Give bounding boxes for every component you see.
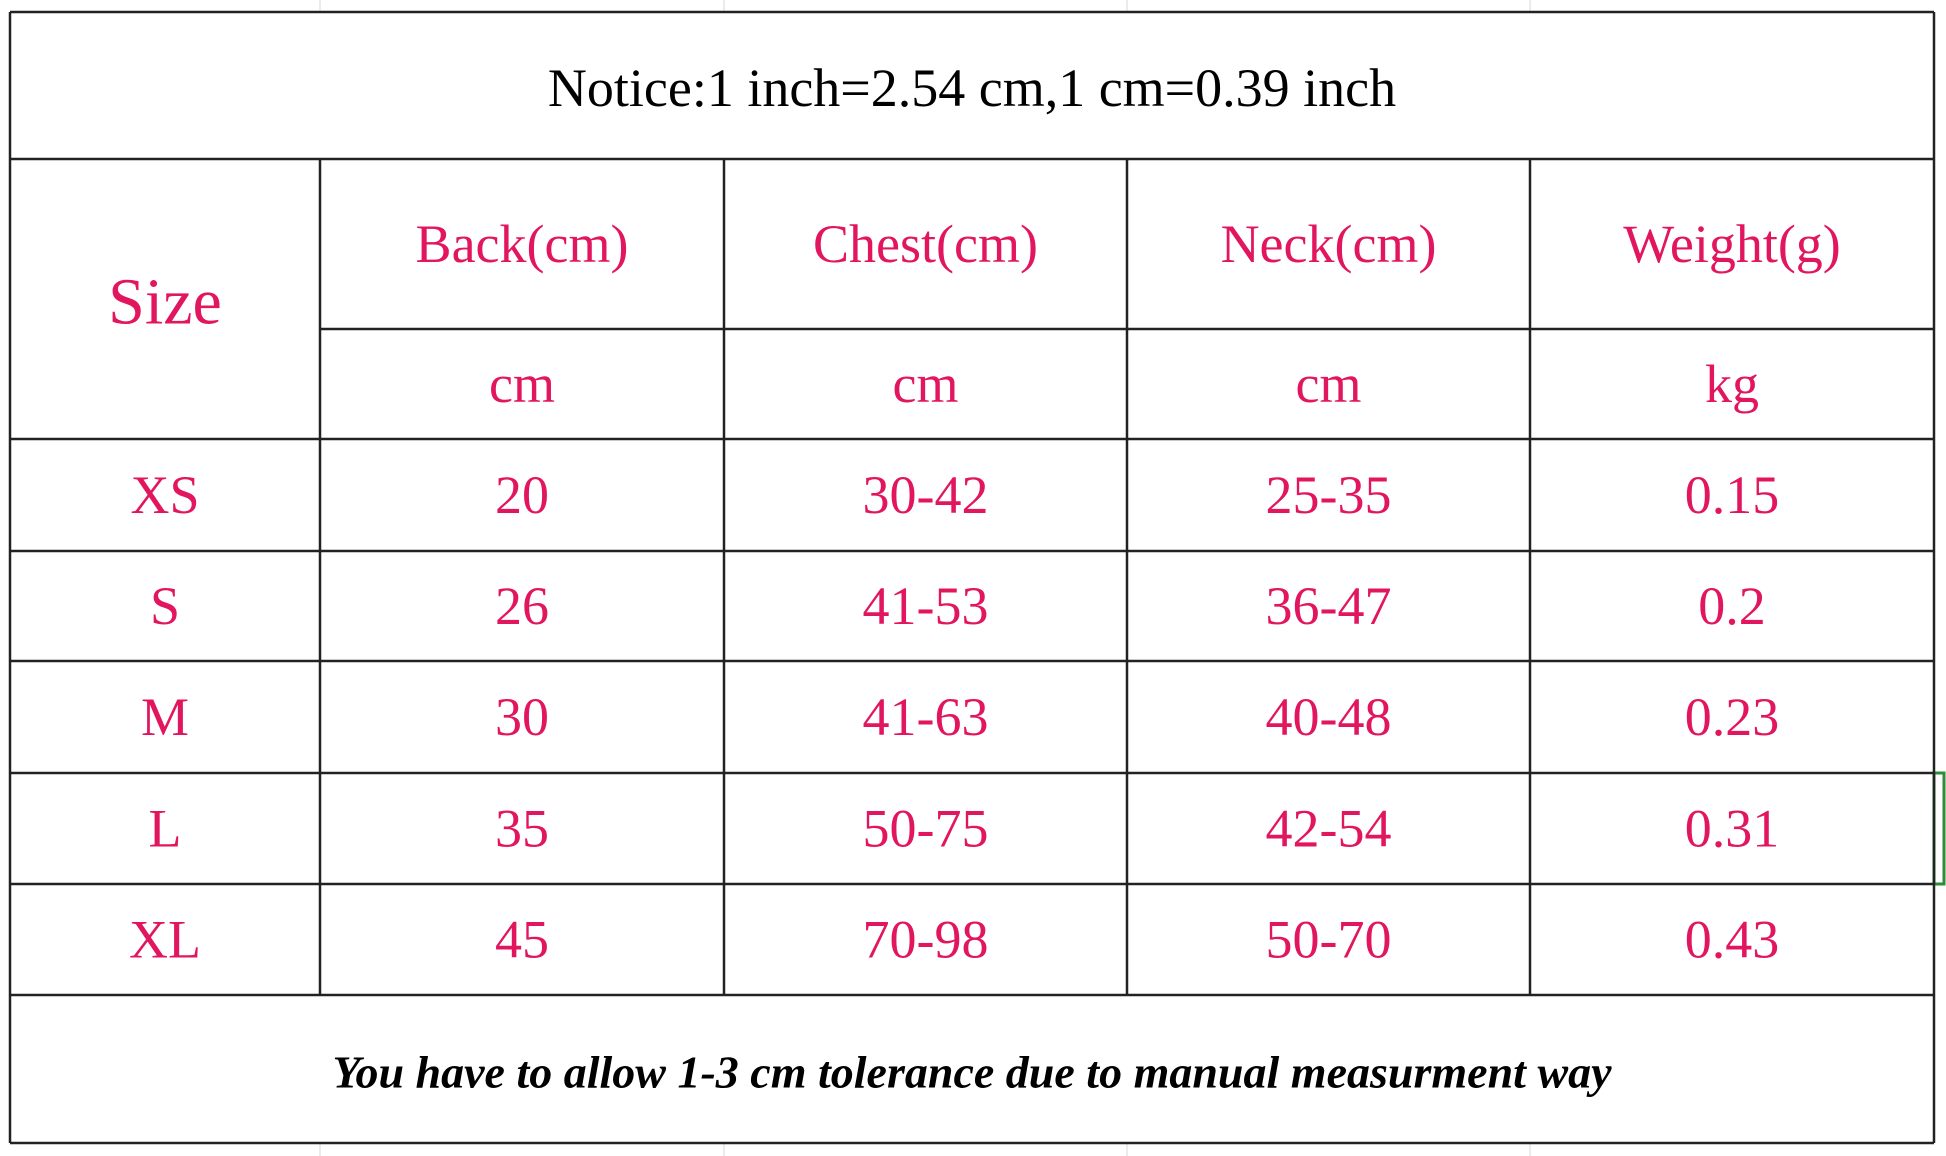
column-header: Back(cm) bbox=[416, 214, 629, 274]
cell-value: 50-75 bbox=[863, 799, 989, 859]
cell-value: 40-48 bbox=[1266, 687, 1392, 747]
cell-value: 36-47 bbox=[1266, 576, 1392, 636]
cell-value: 42-54 bbox=[1266, 799, 1392, 859]
size-label: M bbox=[141, 687, 189, 747]
cell-value: 41-63 bbox=[863, 687, 989, 747]
cell-value: 35 bbox=[495, 799, 549, 859]
unit: cm bbox=[1296, 354, 1362, 414]
size-label: XL bbox=[129, 910, 201, 970]
cell-value: 0.2 bbox=[1698, 576, 1766, 636]
cell-value: 45 bbox=[495, 910, 549, 970]
cell-value: 0.23 bbox=[1685, 687, 1780, 747]
cell-value: 30-42 bbox=[863, 465, 989, 525]
cell-value: 41-53 bbox=[863, 576, 989, 636]
column-header: Weight(g) bbox=[1623, 214, 1841, 274]
cell-value: 0.31 bbox=[1685, 799, 1780, 859]
size-header: Size bbox=[108, 266, 222, 339]
cell-value: 30 bbox=[495, 687, 549, 747]
footer-note: You have to allow 1-3 cm tolerance due t… bbox=[332, 1047, 1612, 1098]
background-grid bbox=[319, 0, 1531, 1156]
cell-value: 50-70 bbox=[1266, 910, 1392, 970]
column-header: Chest(cm) bbox=[813, 214, 1038, 274]
cell-value: 0.15 bbox=[1685, 465, 1780, 525]
cell-value: 20 bbox=[495, 465, 549, 525]
column-header: Neck(cm) bbox=[1221, 214, 1437, 274]
cell-value: 25-35 bbox=[1266, 465, 1392, 525]
cell-value: 70-98 bbox=[863, 910, 989, 970]
size-label: L bbox=[149, 799, 182, 859]
notice: Notice:1 inch=2.54 cm,1 cm=0.39 inch bbox=[548, 58, 1396, 118]
size-label: XS bbox=[130, 465, 199, 525]
unit: cm bbox=[489, 354, 555, 414]
size-label: S bbox=[150, 576, 180, 636]
unit: cm bbox=[893, 354, 959, 414]
unit: kg bbox=[1705, 354, 1759, 414]
cell-value: 0.43 bbox=[1685, 910, 1780, 970]
cell-selection bbox=[1932, 771, 1946, 886]
cell-value: 26 bbox=[495, 576, 549, 636]
